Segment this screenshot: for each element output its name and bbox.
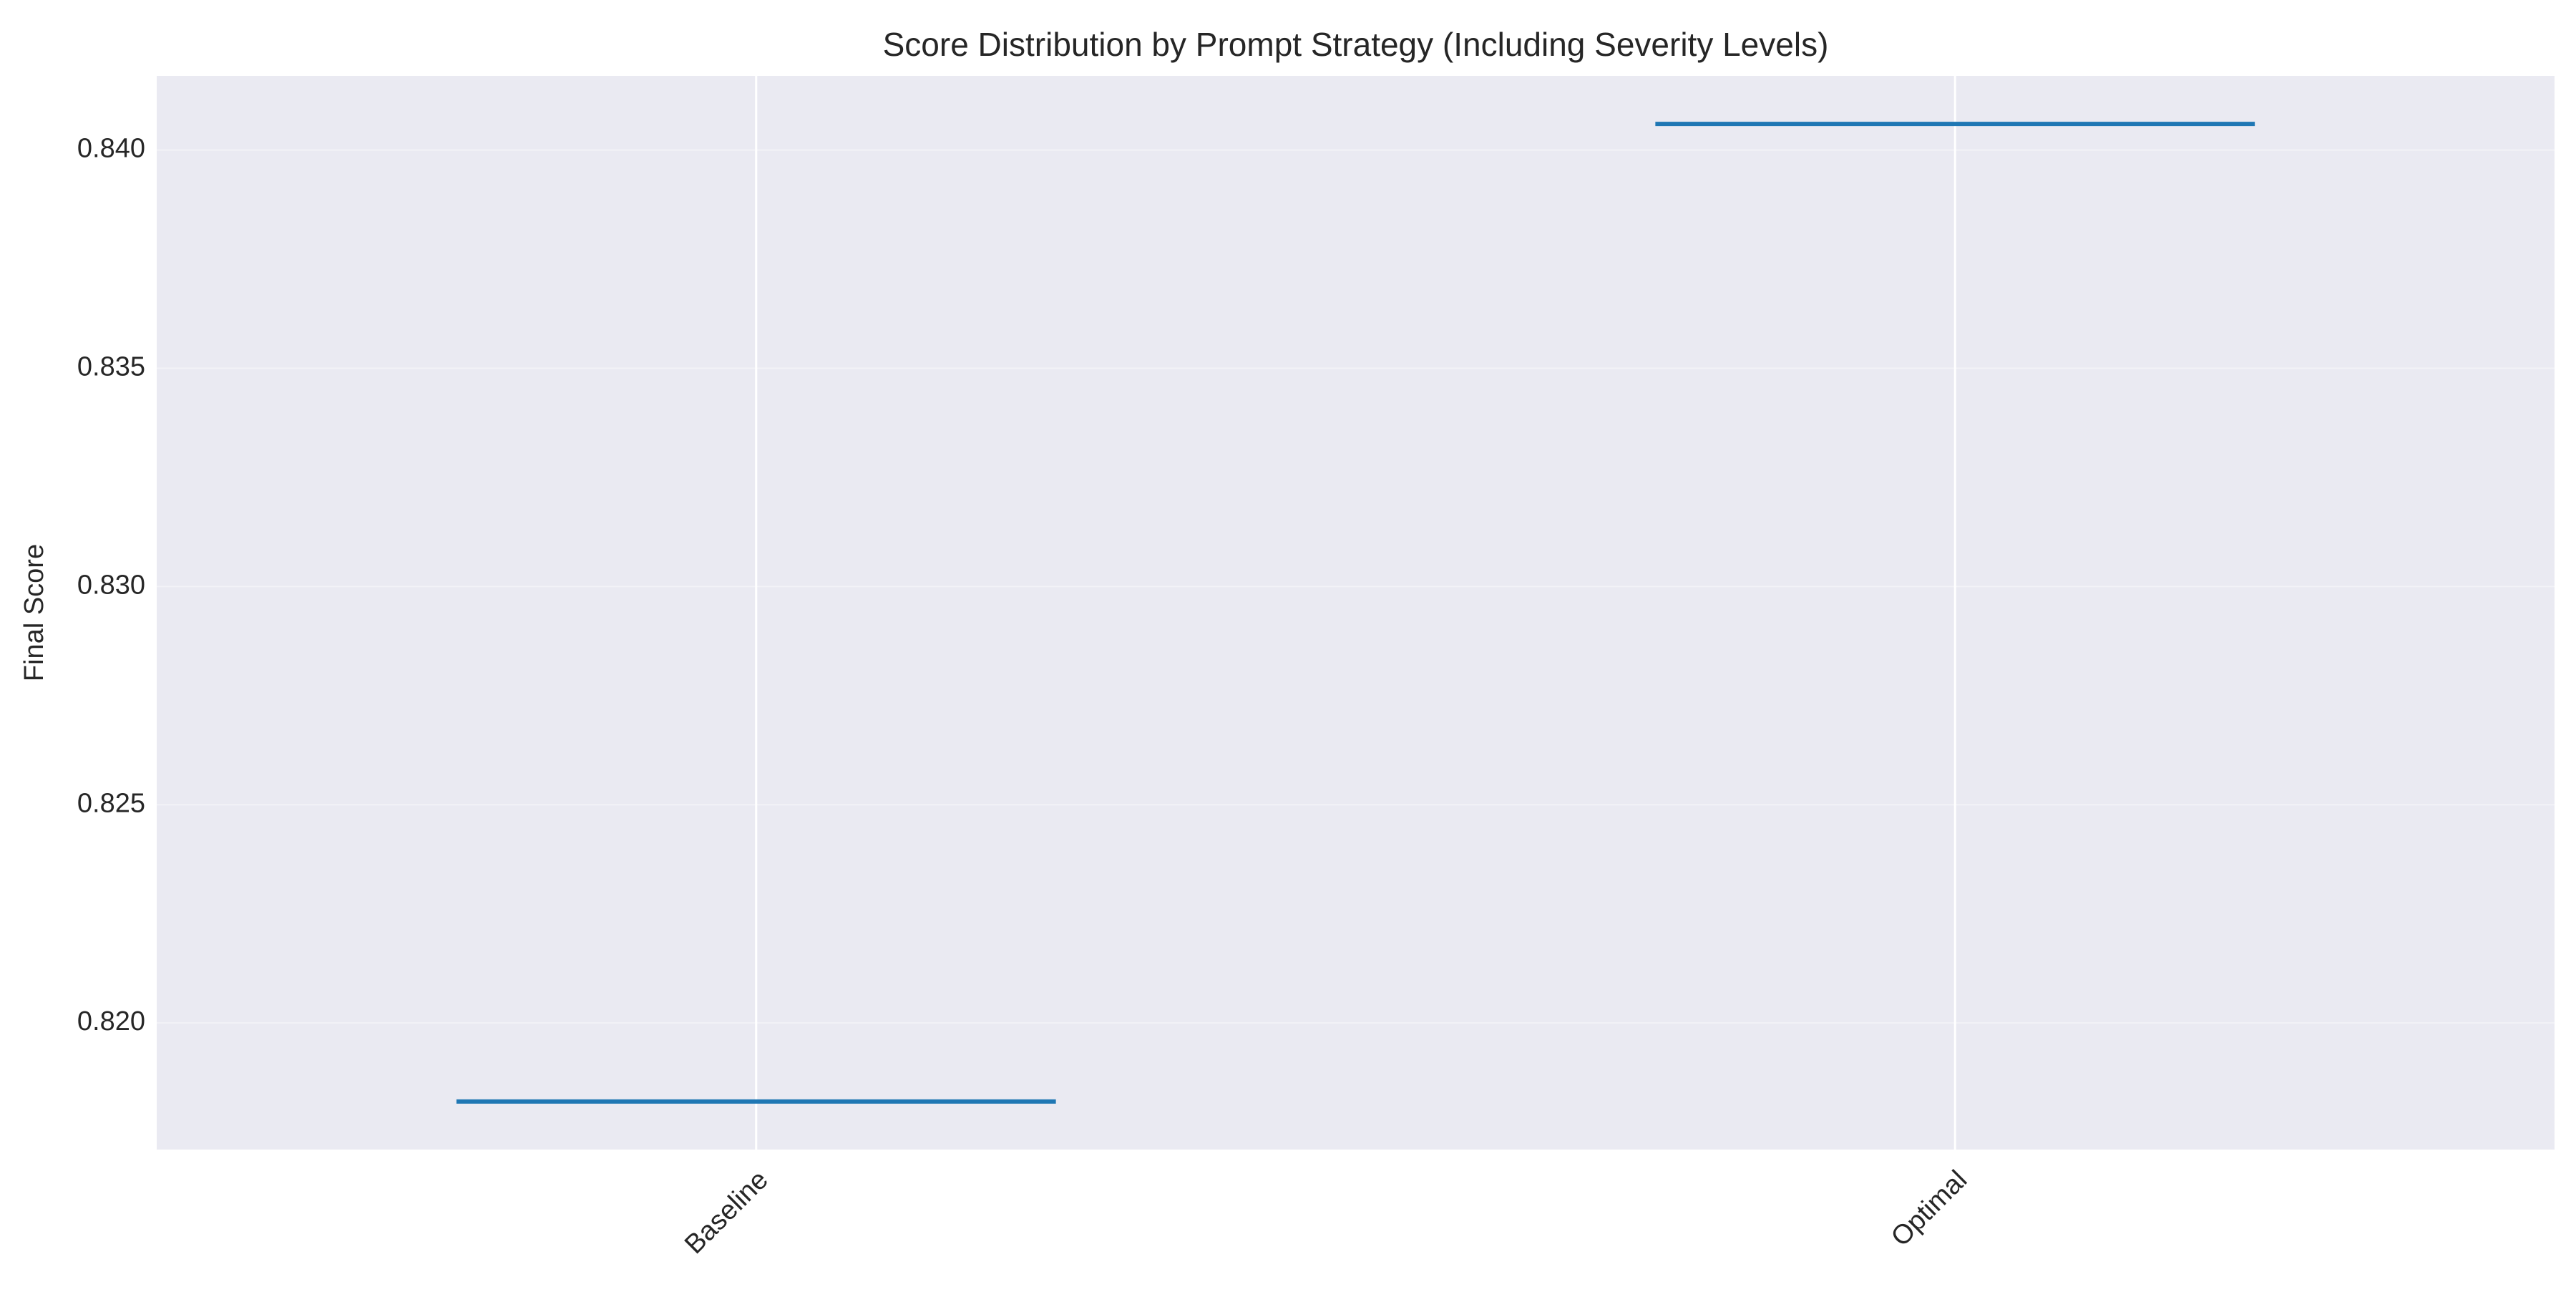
x-tick-label: Optimal: [1885, 1165, 1973, 1252]
y-tick-label: 0.825: [77, 788, 145, 818]
y-axis-label: Final Score: [19, 544, 49, 681]
grid-lines: [157, 76, 2555, 1150]
y-tick-labels: 0.820 0.825 0.830 0.835 0.840: [77, 134, 145, 1037]
y-tick-label: 0.840: [77, 134, 145, 164]
y-tick-label: 0.835: [77, 352, 145, 382]
plot-area: [157, 76, 2555, 1150]
data-marks: [456, 122, 2255, 1104]
x-tick-labels: Baseline Optimal: [679, 1165, 1973, 1260]
x-tick-label: Baseline: [679, 1165, 774, 1260]
y-tick-label: 0.830: [77, 570, 145, 600]
y-tick-label: 0.820: [77, 1006, 145, 1036]
chart-title: Score Distribution by Prompt Strategy (I…: [883, 26, 1829, 63]
